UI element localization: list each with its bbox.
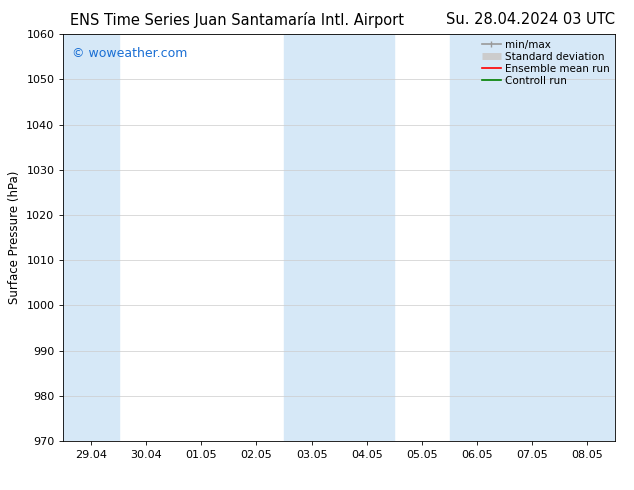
Text: ENS Time Series Juan Santamaría Intl. Airport: ENS Time Series Juan Santamaría Intl. Ai… — [70, 12, 404, 28]
Text: Su. 28.04.2024 03 UTC: Su. 28.04.2024 03 UTC — [446, 12, 615, 27]
Text: © woweather.com: © woweather.com — [72, 47, 187, 59]
Y-axis label: Surface Pressure (hPa): Surface Pressure (hPa) — [8, 171, 21, 304]
Bar — [450, 34, 615, 441]
Bar — [284, 34, 394, 441]
Legend: min/max, Standard deviation, Ensemble mean run, Controll run: min/max, Standard deviation, Ensemble me… — [479, 36, 613, 89]
Bar — [63, 34, 119, 441]
